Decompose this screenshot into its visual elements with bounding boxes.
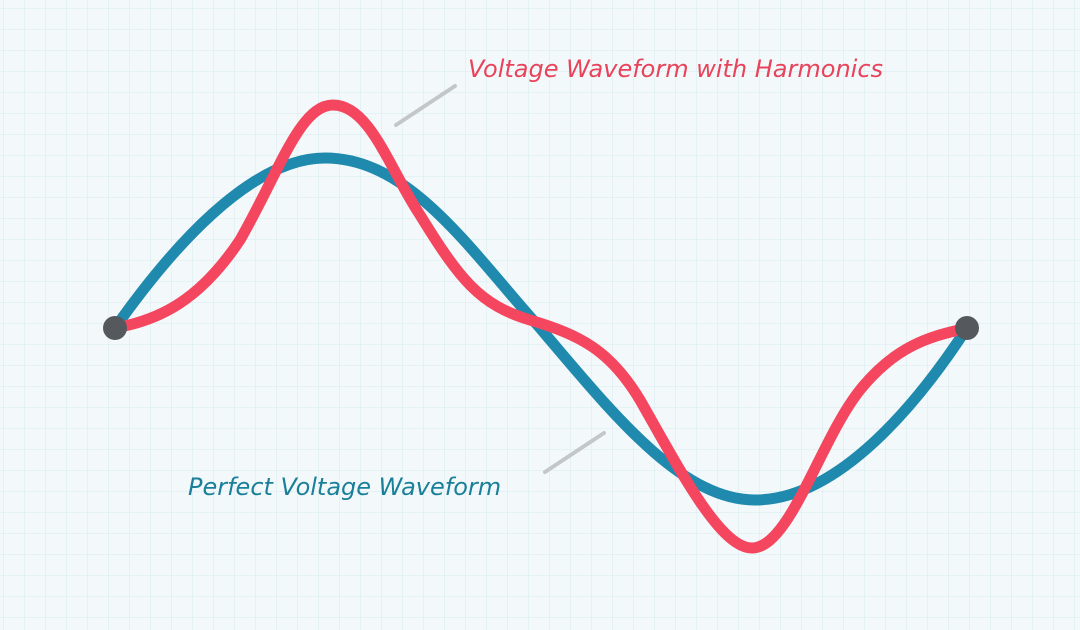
start-point	[103, 316, 127, 340]
harmonic-waveform	[109, 99, 973, 554]
leader-line	[543, 431, 606, 474]
leader-line	[394, 84, 457, 127]
harmonics-label: Voltage Waveform with Harmonics	[468, 55, 883, 83]
end-point	[955, 316, 979, 340]
perfect-label: Perfect Voltage Waveform	[188, 473, 501, 501]
